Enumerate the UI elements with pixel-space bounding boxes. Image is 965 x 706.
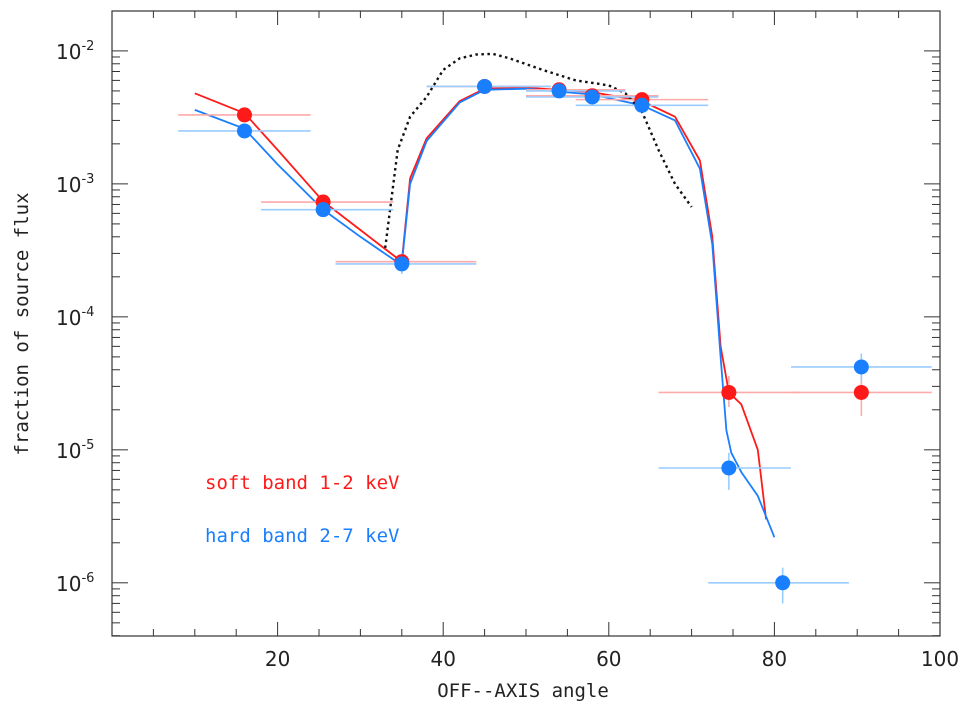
data-point (775, 575, 791, 591)
series-points (178, 78, 932, 604)
model-curve-1 (194, 87, 776, 538)
y-axis-ticks: 10-6 10-5 10-4 10-3 10-2 (56, 39, 940, 637)
x-tick-label: 60 (596, 647, 621, 671)
legend: soft band 1-2 keV hard band 2-7 keV (205, 472, 399, 547)
x-tick-label: 40 (430, 647, 455, 671)
y-tick-label: 10-3 (56, 172, 94, 197)
x-tick-label: 100 (921, 647, 959, 671)
data-point (551, 83, 567, 99)
data-point (721, 460, 737, 476)
data-point (236, 123, 252, 139)
data-point (853, 359, 869, 375)
dotted-model-curve (384, 52, 693, 249)
data-point (315, 202, 331, 218)
data-point (853, 384, 869, 400)
data-point (236, 107, 252, 123)
series-curves (194, 52, 776, 538)
y-axis-title: fraction of source flux (11, 192, 33, 455)
data-point (721, 384, 737, 400)
data-point (584, 89, 600, 105)
legend-hard-band: hard band 2-7 keV (205, 525, 399, 547)
data-point (394, 256, 410, 272)
y-tick-label: 10-2 (56, 39, 94, 64)
y-tick-label: 10-6 (56, 571, 94, 596)
legend-soft-band: soft band 1-2 keV (205, 472, 399, 494)
data-point (634, 97, 650, 113)
y-tick-label: 10-4 (56, 305, 94, 330)
data-point (477, 78, 493, 94)
x-axis-title: OFF--AXIS angle (437, 680, 609, 702)
x-tick-label: 80 (762, 647, 787, 671)
y-tick-label: 10-5 (56, 438, 94, 463)
model-curve-0 (194, 86, 767, 520)
x-axis-ticks: 20 40 60 80 100 (152, 11, 959, 671)
x-tick-label: 20 (265, 647, 290, 671)
